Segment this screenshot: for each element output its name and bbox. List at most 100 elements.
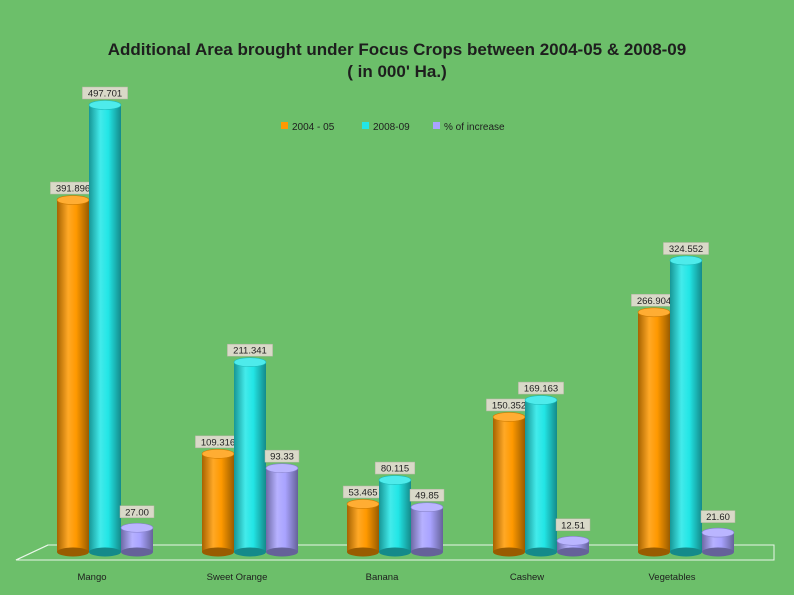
legend-2004-05: 2004 - 05: [281, 122, 335, 133]
bar-mango-series-1: [88, 100, 122, 557]
bar-body: [493, 416, 525, 552]
data-label-text: 266.904: [637, 296, 671, 307]
data-label: 109.316: [195, 435, 241, 448]
data-label-text: 497.701: [88, 89, 122, 100]
bar-base: [89, 547, 121, 557]
bar-top: [265, 463, 299, 473]
bar-body: [557, 540, 589, 552]
data-label: 12.51: [555, 518, 591, 532]
data-label-text: 150.352: [492, 400, 526, 411]
bar-body: [638, 312, 670, 552]
bar-base: [411, 547, 443, 557]
data-label-text: 169.163: [524, 384, 558, 395]
data-label: 211.341: [227, 343, 273, 357]
legend-label: 2004 - 05: [292, 122, 335, 133]
bar-top: [88, 100, 122, 110]
bar-top: [524, 395, 558, 405]
chart-subtitle: ( in 000' Ha.): [347, 62, 447, 81]
bar-sweet-orange-series-1: [233, 357, 267, 557]
bar-vegetables-series-1: [669, 255, 703, 557]
data-label-text: 93.33: [270, 452, 294, 463]
data-label-bg: [264, 449, 300, 463]
bar-base: [670, 547, 702, 557]
data-label-bg: [409, 488, 445, 502]
legend-percent-increase: % of increase: [433, 122, 505, 133]
bar-top: [201, 449, 235, 459]
data-label-bg: [518, 381, 564, 395]
data-label-text: 211.341: [233, 346, 267, 357]
bar-cashew-series-1: [524, 395, 558, 557]
bar-cashew-series-0: [492, 412, 526, 557]
bar-top: [637, 307, 671, 318]
data-label-bg: [82, 86, 128, 100]
bar-mango-series-2: [120, 522, 154, 557]
bar-base: [638, 547, 670, 557]
x-tick-label: Banana: [366, 572, 399, 583]
bar-base: [493, 547, 525, 557]
bar-body: [347, 503, 379, 552]
data-label: 53.465: [342, 485, 384, 498]
data-label: 324.552: [663, 242, 709, 255]
data-label: 266.904: [631, 294, 677, 307]
data-label-bg: [119, 505, 155, 519]
data-label-bg: [663, 242, 709, 255]
data-label: 391.896: [50, 181, 96, 195]
bar-top: [346, 499, 380, 509]
bar-top: [556, 535, 590, 546]
data-label-bg: [700, 510, 736, 523]
data-label: 169.163: [518, 381, 564, 395]
bar-banana-series-1: [378, 475, 412, 557]
data-label-text: 324.552: [669, 244, 703, 255]
bar-base: [57, 547, 89, 557]
bar-base: [525, 547, 557, 557]
bar-top: [669, 255, 703, 266]
data-label: 497.701: [82, 86, 128, 100]
bar-body: [89, 105, 121, 552]
bar-base: [347, 547, 379, 557]
bar-sweet-orange-series-0: [201, 449, 235, 557]
bar-body: [57, 200, 89, 552]
bar-top: [120, 522, 154, 533]
data-label: 93.33: [264, 449, 300, 463]
data-label: 150.352: [486, 398, 532, 411]
bar-base: [234, 547, 266, 557]
bar-base: [702, 547, 734, 557]
data-label-text: 109.316: [201, 437, 235, 448]
bar-body: [670, 260, 702, 552]
bar-base: [121, 547, 153, 557]
bar-vegetables-series-0: [637, 307, 671, 557]
legend-2008-09: 2008-09: [362, 122, 410, 133]
data-label: 80.115: [374, 461, 416, 475]
chart-title: Additional Area brought under Focus Crop…: [107, 40, 687, 59]
bar-top: [56, 195, 90, 205]
data-label: 49.85: [409, 488, 445, 502]
data-label-bg: [555, 518, 591, 532]
legend-swatch: [281, 122, 288, 129]
legend-label: 2008-09: [373, 122, 410, 133]
bar-top: [492, 412, 526, 422]
bar-body: [702, 532, 734, 552]
bar-body: [525, 400, 557, 552]
data-label-text: 27.00: [125, 507, 149, 518]
data-label: 21.60: [700, 510, 736, 523]
data-label-bg: [227, 343, 273, 357]
bar-base: [266, 547, 298, 557]
data-label-text: 53.465: [348, 487, 377, 498]
bar-base: [379, 547, 411, 557]
legend-swatch: [433, 122, 440, 129]
bar-base: [202, 547, 234, 557]
data-label: 27.00: [119, 505, 155, 519]
bar-banana-series-2: [410, 502, 444, 557]
bar-body: [234, 362, 266, 552]
bar-body: [202, 453, 234, 552]
x-tick-label: Sweet Orange: [207, 572, 268, 583]
data-label-text: 21.60: [706, 512, 730, 523]
data-label-text: 391.896: [56, 184, 90, 195]
bar-top: [233, 357, 267, 367]
x-tick-label: Vegetables: [648, 572, 695, 583]
data-label-text: 49.85: [415, 491, 439, 502]
bar-banana-series-0: [346, 499, 380, 557]
bar-vegetables-series-2: [701, 527, 735, 557]
legend-swatch: [362, 122, 369, 129]
